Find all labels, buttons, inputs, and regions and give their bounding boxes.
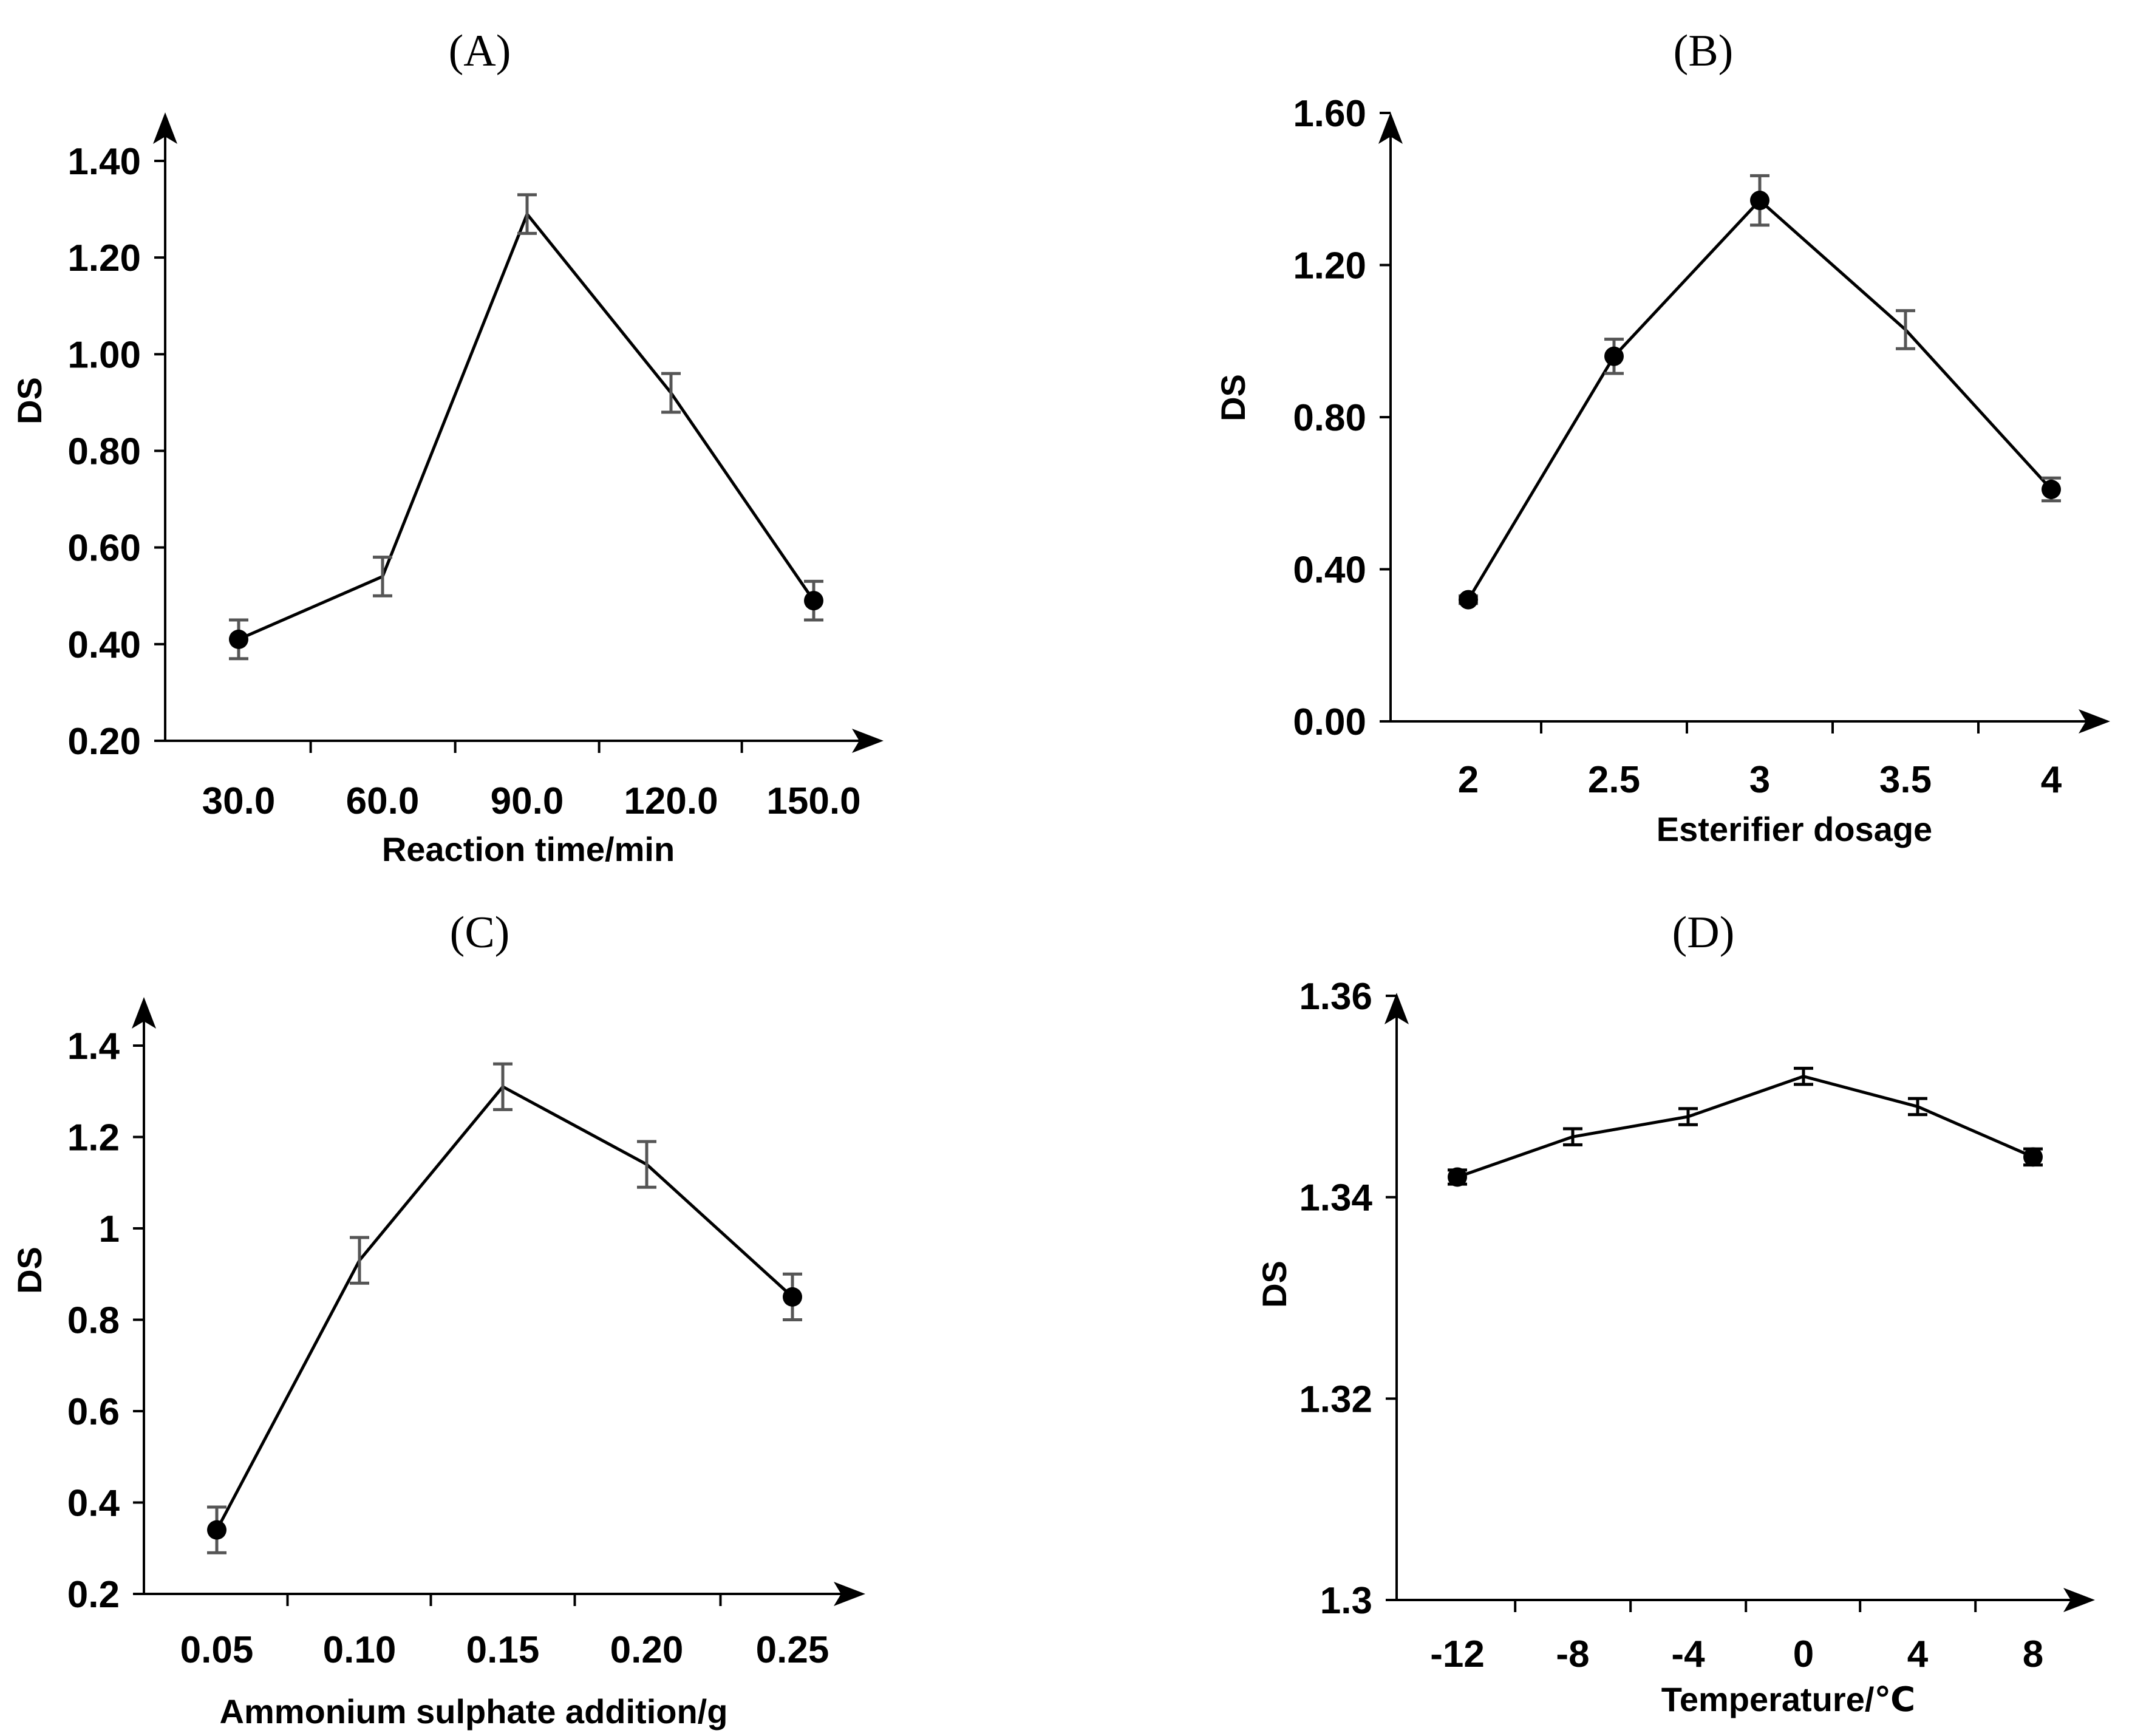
x-tick-label: 2.5 bbox=[1588, 759, 1640, 801]
y-tick-label: 1.20 bbox=[1293, 245, 1366, 287]
x-axis-label: Ammonium sulphate addition/g bbox=[220, 1692, 728, 1731]
y-tick-label: 1.36 bbox=[1299, 976, 1372, 1018]
x-tick-label: 60.0 bbox=[346, 780, 420, 822]
x-tick-label: 2 bbox=[1458, 759, 1479, 801]
x-tick-label: 0.25 bbox=[756, 1629, 829, 1671]
y-tick-label: 1.60 bbox=[1293, 93, 1366, 135]
x-tick-label: 3.5 bbox=[1879, 759, 1932, 801]
x-tick-label: 4 bbox=[1907, 1633, 1929, 1675]
x-tick-label: 0.20 bbox=[610, 1629, 684, 1671]
x-axis-arrow-icon bbox=[2063, 1588, 2095, 1612]
x-tick-label: 0.10 bbox=[323, 1629, 397, 1671]
x-axis-arrow-icon bbox=[852, 729, 884, 753]
data-point bbox=[229, 629, 248, 649]
chart-panel-c: (C) 0.2 0.4 0.6 0.8 1 1.2 1.4 0.05 0.10 0.15 0.20 0.… bbox=[10, 908, 865, 1731]
data-point bbox=[1459, 590, 1478, 610]
y-axis-arrow-icon bbox=[153, 112, 177, 144]
y-tick-label: 0.40 bbox=[67, 624, 141, 666]
y-axis-label: DS bbox=[10, 1247, 49, 1294]
data-point bbox=[207, 1520, 226, 1540]
x-axis-label: Temperature/℃ bbox=[1661, 1680, 1915, 1718]
y-tick-label: 1 bbox=[99, 1208, 120, 1250]
data-point bbox=[783, 1287, 802, 1307]
series-line bbox=[1457, 1075, 2034, 1179]
y-tick-label: 0.8 bbox=[67, 1300, 120, 1342]
x-tick-label: 8 bbox=[2023, 1633, 2043, 1675]
data-point bbox=[2023, 1147, 2043, 1167]
y-tick-label: 1.32 bbox=[1299, 1378, 1372, 1420]
x-tick-label: -4 bbox=[1671, 1633, 1705, 1675]
x-tick-label: 0.15 bbox=[466, 1629, 540, 1671]
y-tick-label: 0.00 bbox=[1293, 701, 1366, 743]
data-point bbox=[2042, 479, 2061, 499]
y-tick-label: 0.40 bbox=[1293, 550, 1366, 591]
y-tick-label: 0.20 bbox=[67, 721, 141, 763]
y-tick-label: 0.2 bbox=[67, 1574, 120, 1616]
y-axis-label: DS bbox=[1255, 1261, 1293, 1308]
x-tick-label: 120.0 bbox=[624, 780, 718, 822]
y-tick-label: 0.60 bbox=[67, 528, 141, 570]
y-tick-label: 0.80 bbox=[67, 431, 141, 473]
y-tick-label: 1.2 bbox=[67, 1117, 120, 1159]
x-axis-label: Esterifier dosage bbox=[1657, 810, 1932, 848]
x-tick-label: 150.0 bbox=[766, 780, 860, 822]
x-tick-label: -12 bbox=[1430, 1633, 1485, 1675]
x-tick-label: 3 bbox=[1749, 759, 1770, 801]
chart-panel-b: (B) 0.00 0.40 0.80 1.20 1.60 2 2.5 3 3.5 4 Esterifi… bbox=[1214, 26, 2110, 848]
y-axis-label: DS bbox=[10, 377, 49, 424]
data-point bbox=[1604, 346, 1624, 366]
x-tick-label: 90.0 bbox=[491, 780, 564, 822]
x-axis-arrow-icon bbox=[834, 1582, 865, 1606]
y-tick-label: 1.4 bbox=[67, 1026, 120, 1067]
x-tick-label: 0.05 bbox=[180, 1629, 254, 1671]
data-point bbox=[804, 591, 823, 611]
data-point bbox=[1448, 1167, 1467, 1187]
y-axis-arrow-icon bbox=[1378, 112, 1403, 144]
y-tick-label: 1.34 bbox=[1299, 1177, 1372, 1219]
x-axis-arrow-icon bbox=[2079, 709, 2110, 734]
y-tick-label: 1.40 bbox=[67, 141, 141, 183]
chart-panel-a: (A) 0.20 0.40 0.60 0.80 1.00 1.20 1.40 30.0 60.0 9… bbox=[10, 26, 884, 868]
y-tick-label: 0.4 bbox=[67, 1483, 120, 1525]
y-tick-label: 0.80 bbox=[1293, 397, 1366, 439]
chart-panel-d: (D) 1.3 1.32 1.34 1.36 -12 -8 -4 0 4 8 Temperature/… bbox=[1255, 908, 2095, 1718]
y-axis-label: DS bbox=[1214, 374, 1252, 421]
x-tick-label: 30.0 bbox=[202, 780, 276, 822]
data-point bbox=[1750, 191, 1769, 211]
x-tick-label: -8 bbox=[1556, 1633, 1589, 1675]
y-tick-label: 1.00 bbox=[67, 334, 141, 376]
y-axis-arrow-icon bbox=[132, 997, 156, 1029]
panel-title: (C) bbox=[450, 908, 510, 958]
panel-title: (A) bbox=[449, 26, 511, 76]
y-tick-label: 1.3 bbox=[1320, 1580, 1372, 1622]
y-tick-label: 1.20 bbox=[67, 237, 141, 279]
x-tick-label: 4 bbox=[2041, 759, 2062, 801]
x-tick-label: 0 bbox=[1793, 1633, 1814, 1675]
y-axis-arrow-icon bbox=[1384, 993, 1409, 1024]
panel-title: (D) bbox=[1672, 908, 1735, 958]
x-axis-label: Reaction time/min bbox=[382, 830, 675, 868]
panel-title: (B) bbox=[1674, 26, 1734, 76]
y-tick-label: 0.6 bbox=[67, 1391, 120, 1433]
